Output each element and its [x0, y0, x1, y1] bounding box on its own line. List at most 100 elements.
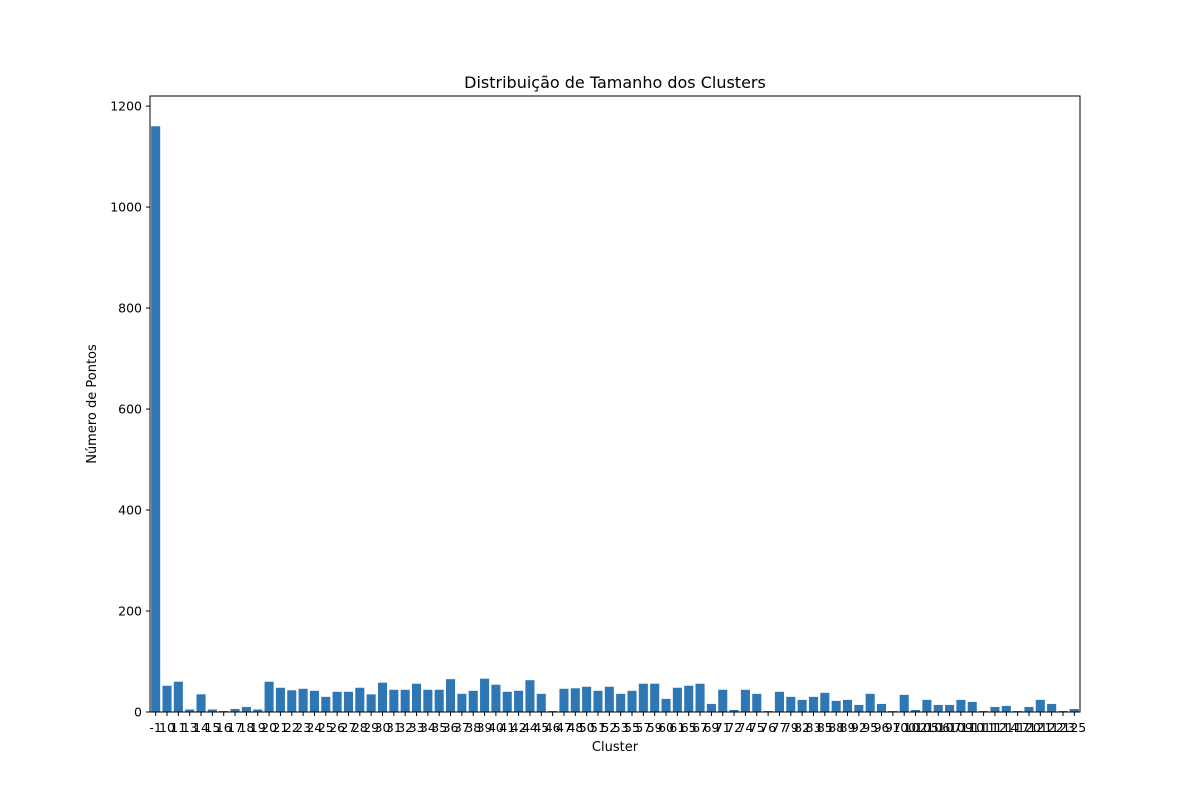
x-tick-label: 79 [783, 720, 799, 735]
bar-47 [559, 688, 569, 712]
x-tick-label: 67 [692, 720, 708, 735]
x-axis-label: Cluster [592, 740, 639, 755]
bar-88 [831, 700, 841, 712]
bar-38 [468, 690, 478, 712]
bar-65 [684, 685, 694, 712]
bar-96 [876, 703, 887, 712]
bar-21 [275, 687, 285, 712]
bar-46 [548, 710, 558, 712]
bar-111 [979, 710, 989, 712]
y-axis-ticks: 0 200 400 600 800 1000 1200 [110, 99, 150, 720]
x-tick-label: 33 [409, 720, 425, 735]
x-tick-label: 110 [960, 720, 984, 735]
bar-34 [423, 689, 433, 712]
bar-82 [797, 699, 807, 712]
y-tick-label: 1200 [110, 99, 142, 114]
bar-19 [253, 709, 263, 712]
bar-39 [480, 678, 490, 712]
bar-107 [945, 704, 955, 712]
bar-92 [854, 704, 864, 712]
x-tick-label: 25 [318, 720, 334, 735]
bar-41 [502, 691, 512, 712]
x-tick-label: 24 [306, 720, 322, 735]
bar-32 [400, 689, 410, 712]
x-tick-label: 76 [760, 720, 776, 735]
bar-17 [230, 708, 240, 712]
bar-40 [491, 684, 501, 712]
x-tick-label: 14 [193, 720, 209, 735]
x-tick-label: 120 [1017, 720, 1041, 735]
bar-112 [990, 706, 1000, 712]
bar-36 [446, 679, 456, 712]
x-tick-label: 47 [556, 720, 572, 735]
bar-48 [570, 688, 580, 712]
x-axis-ticks: -110111314151617181920212223242526272829… [149, 712, 1086, 735]
bar-79 [786, 696, 796, 712]
bar-69 [706, 703, 716, 712]
x-tick-label: 96 [874, 720, 890, 735]
bar-23 [298, 688, 308, 712]
x-tick-label: 109 [949, 720, 973, 735]
x-tick-label: 16 [216, 720, 232, 735]
x-tick-label: 42 [511, 720, 527, 735]
x-tick-label: 15 [204, 720, 220, 735]
x-tick-label: 39 [477, 720, 493, 735]
chart-title: Distribuição de Tamanho dos Clusters [464, 73, 766, 92]
bar-74 [740, 689, 750, 712]
bar-60 [661, 698, 671, 712]
x-tick-label: 21 [272, 720, 288, 735]
x-tick-label: 34 [420, 720, 436, 735]
x-tick-label: 13 [182, 720, 198, 735]
x-tick-label: 29 [363, 720, 379, 735]
x-tick-label: 71 [715, 720, 731, 735]
x-tick-label: 31 [386, 720, 402, 735]
x-tick-label: 26 [329, 720, 345, 735]
bar-61 [672, 687, 682, 712]
x-tick-label: 11 [170, 720, 186, 735]
bar-72 [729, 709, 739, 712]
bar-24 [309, 690, 319, 712]
y-tick-label: 0 [134, 705, 142, 720]
x-tick-label: 88 [828, 720, 844, 735]
x-tick-label: 105 [915, 720, 939, 735]
x-tick-label: 97 [885, 720, 901, 735]
x-tick-label: 75 [749, 720, 765, 735]
bar-37 [457, 693, 467, 712]
x-tick-label: 50 [579, 720, 595, 735]
x-tick-label: 30 [375, 720, 391, 735]
bar-89 [842, 699, 853, 712]
y-tick-label: 200 [118, 604, 142, 619]
x-tick-label: 89 [840, 720, 856, 735]
x-tick-label: 18 [238, 720, 254, 735]
x-tick-label: 72 [726, 720, 742, 735]
x-tick-label: 35 [431, 720, 447, 735]
bar-120 [1024, 706, 1034, 712]
x-tick-label: 22 [284, 720, 300, 735]
x-tick-label: 100 [892, 720, 916, 735]
x-tick-label: 28 [352, 720, 368, 735]
x-tick-label: 52 [601, 720, 617, 735]
bar-28 [355, 687, 365, 712]
bar-97 [888, 710, 898, 712]
x-tick-label: 65 [681, 720, 697, 735]
x-tick-label: 38 [465, 720, 481, 735]
x-tick-label: 95 [862, 720, 878, 735]
x-tick-label: 122 [1040, 720, 1064, 735]
bar-122 [1047, 703, 1057, 712]
bar-125 [1069, 708, 1079, 712]
bar-11 [173, 681, 183, 712]
x-tick-label: 102 [904, 720, 928, 735]
x-tick-label: 125 [1062, 720, 1086, 735]
bar-77 [774, 691, 784, 712]
x-tick-label: 112 [983, 720, 1007, 735]
bar-76 [763, 710, 773, 712]
x-tick-label: 27 [341, 720, 357, 735]
x-tick-label: 92 [851, 720, 867, 735]
bar-26 [332, 691, 342, 712]
plot-frame [149, 95, 1081, 713]
bar-67 [695, 683, 705, 712]
bar-95 [865, 693, 875, 712]
x-tick-label: 23 [295, 720, 311, 735]
bar-51 [593, 690, 603, 712]
